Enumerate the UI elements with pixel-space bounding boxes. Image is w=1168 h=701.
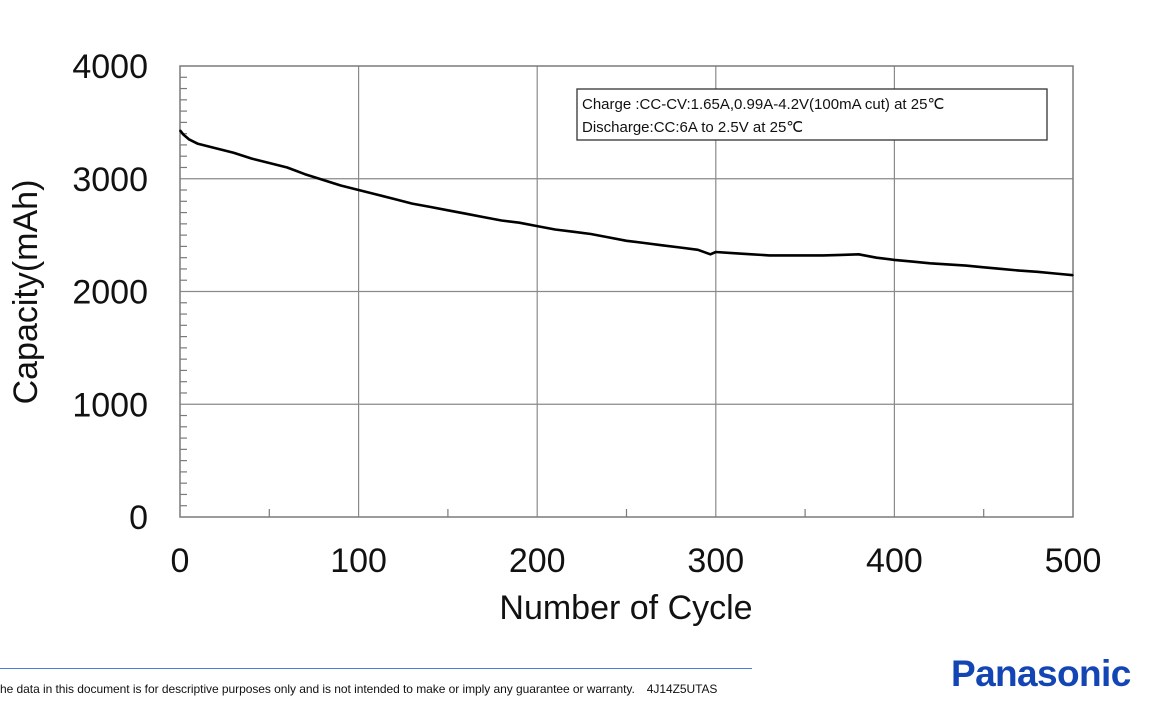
data-point (947, 263, 949, 266)
data-point (1018, 269, 1021, 272)
grid (180, 66, 1073, 517)
data-point (679, 246, 681, 249)
data-point (188, 138, 190, 141)
data-point (875, 256, 878, 259)
data-point (715, 251, 717, 253)
data-point (786, 254, 789, 257)
data-point (929, 262, 931, 265)
y-tick-labels: 0 1000 2000 3000 4000 (72, 48, 148, 537)
data-point (232, 152, 235, 154)
disclaimer-text: he data in this document is for descript… (0, 682, 635, 696)
data-point (179, 129, 181, 132)
data-point (1054, 272, 1056, 275)
data-point (197, 142, 199, 145)
panasonic-logo: Panasonic (951, 653, 1131, 694)
data-point (625, 239, 628, 242)
data-point (643, 242, 646, 244)
plot-frame (179, 65, 1074, 518)
y-tick-label: 0 (129, 499, 148, 537)
x-axis-label: Number of Cycle (499, 589, 752, 627)
y-tick-label: 2000 (72, 274, 148, 312)
data-point (250, 157, 253, 160)
data-point (429, 206, 431, 208)
data-point (322, 179, 324, 181)
data-point (482, 216, 485, 218)
data-point (768, 254, 771, 257)
data-point (1036, 270, 1039, 273)
data-point (911, 260, 914, 263)
data-point (822, 254, 824, 257)
data-point (393, 198, 396, 200)
x-tick-label: 300 (687, 542, 744, 580)
data-point (214, 147, 217, 150)
data-point (804, 254, 806, 257)
x-tick-labels: 0 100 200 300 400 500 (171, 542, 1102, 580)
data-point (607, 236, 610, 239)
data-point (518, 221, 521, 224)
data-point (447, 209, 449, 212)
data-point (661, 244, 664, 247)
data-point (554, 228, 556, 231)
footer-disclaimer: he data in this document is for descript… (0, 682, 717, 696)
x-tick-label: 0 (171, 542, 190, 580)
data-point (572, 230, 574, 233)
annotation-frame (576, 88, 1048, 141)
data-point (1000, 268, 1003, 270)
y-tick-label: 1000 (72, 386, 148, 424)
data-point (589, 233, 592, 235)
data-point (750, 253, 753, 256)
data-point (893, 259, 896, 261)
x-tick-label: 400 (866, 542, 923, 580)
data-point (339, 184, 342, 187)
x-tick-label: 200 (509, 542, 566, 580)
x-tick-label: 100 (330, 542, 387, 580)
data-point (1072, 274, 1074, 276)
data-point (697, 248, 699, 251)
data-point (357, 189, 360, 191)
data-point (304, 173, 306, 176)
data-point (286, 166, 288, 169)
y-tick-label: 4000 (72, 48, 148, 86)
y-axis-label: Capacity(mAh) (7, 180, 45, 405)
data-point (840, 254, 842, 256)
document-code: 4J14Z5UTAS (646, 682, 718, 696)
series-layer (178, 129, 1074, 277)
y-tick-label: 3000 (72, 161, 148, 199)
data-point (182, 133, 185, 136)
data-point (982, 266, 985, 269)
annotation-box: Charge :CC-CV:1.65A,0.99A-4.2V(100mA cut… (576, 88, 1048, 141)
data-point (375, 193, 378, 196)
data-point (411, 202, 413, 205)
data-point (268, 162, 271, 164)
series-line-capacity (178, 129, 1074, 277)
footer-divider (0, 668, 752, 669)
minor-ticks (180, 76, 985, 517)
data-point (500, 219, 503, 222)
capacity-chart: 0 100 200 300 400 500 0 1000 2000 3000 4000 Numbe… (7, 48, 1102, 627)
data-point (965, 264, 967, 267)
data-point (709, 253, 712, 256)
data-point (732, 252, 735, 254)
data-point (857, 253, 860, 256)
annotation-line-charge: Charge :CC-CV:1.65A,0.99A-4.2V(100mA cut… (582, 96, 944, 113)
annotation-line-discharge: Discharge:CC:6A to 2.5V at 25℃ (582, 119, 803, 136)
x-tick-label: 500 (1045, 542, 1102, 580)
data-point (536, 225, 538, 227)
data-point (464, 212, 467, 215)
